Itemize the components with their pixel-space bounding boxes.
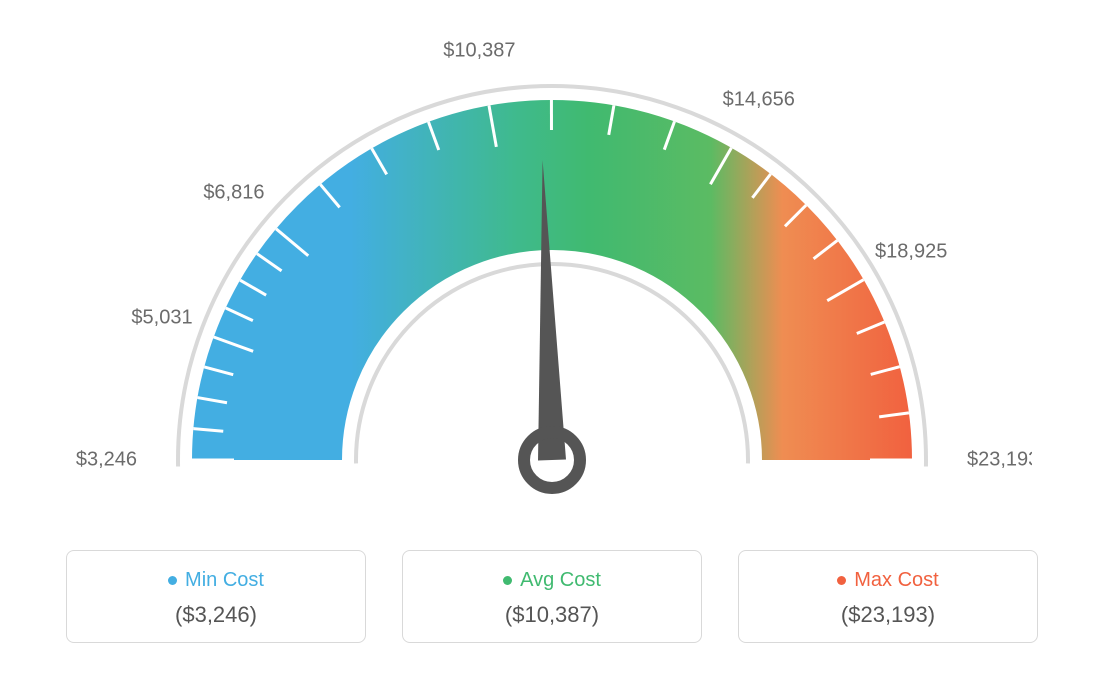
avg-cost-value: ($10,387) <box>413 602 691 628</box>
svg-text:$6,816: $6,816 <box>203 182 264 204</box>
max-cost-title: Max Cost <box>837 569 938 592</box>
svg-text:$10,387: $10,387 <box>443 40 515 62</box>
cost-gauge-chart: $3,246 $5,031 $6,816 $10,387 $14,656 $18,925 $… <box>20 20 1084 643</box>
min-cost-label: Min Cost <box>185 569 264 592</box>
max-cost-dot-icon <box>837 576 846 585</box>
svg-text:$5,031: $5,031 <box>131 306 192 328</box>
max-cost-card: Max Cost ($23,193) <box>738 550 1038 643</box>
cost-summary-cards: Min Cost ($3,246) Avg Cost ($10,387) Max… <box>20 550 1084 643</box>
min-cost-value: ($3,246) <box>77 602 355 628</box>
svg-text:$23,193: $23,193 <box>967 448 1032 470</box>
max-cost-value: ($23,193) <box>749 602 1027 628</box>
svg-text:$14,656: $14,656 <box>723 88 795 110</box>
avg-cost-card: Avg Cost ($10,387) <box>402 550 702 643</box>
avg-cost-title: Avg Cost <box>503 569 601 592</box>
min-cost-dot-icon <box>168 576 177 585</box>
min-cost-card: Min Cost ($3,246) <box>66 550 366 643</box>
max-cost-label: Max Cost <box>854 569 938 592</box>
svg-text:$3,246: $3,246 <box>76 448 137 470</box>
min-cost-title: Min Cost <box>168 569 264 592</box>
gauge-svg: $3,246 $5,031 $6,816 $10,387 $14,656 $18,925 $… <box>72 20 1032 520</box>
avg-cost-label: Avg Cost <box>520 569 601 592</box>
svg-text:$18,925: $18,925 <box>875 240 947 262</box>
avg-cost-dot-icon <box>503 576 512 585</box>
